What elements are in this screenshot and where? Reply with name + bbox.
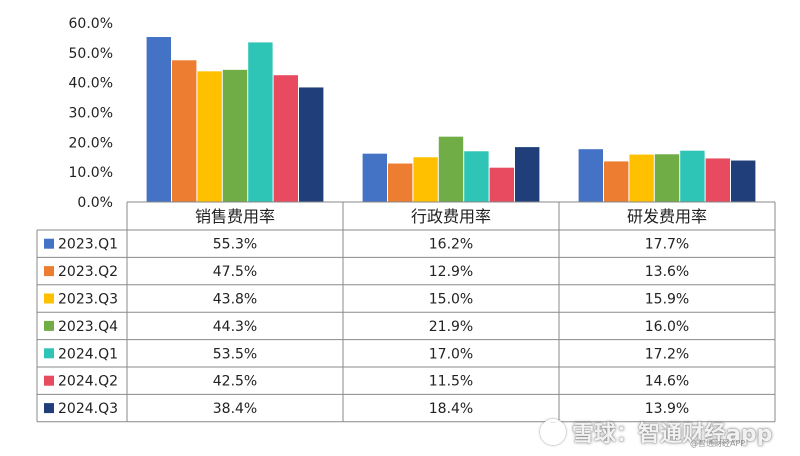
- bar: [464, 151, 489, 202]
- data-label: 13.9%: [645, 401, 689, 417]
- data-label: 43.8%: [213, 292, 257, 308]
- bar: [248, 42, 273, 203]
- data-label: 17.2%: [645, 346, 689, 362]
- watermark: 雪球：智通财经app: [540, 412, 795, 452]
- y-tick-label: 20.0%: [69, 135, 113, 151]
- y-tick-label: 60.0%: [69, 16, 113, 32]
- bar: [680, 150, 705, 202]
- y-tick-label: 40.0%: [69, 76, 113, 92]
- data-label: 55.3%: [213, 237, 257, 253]
- legend-label: 2024.Q1: [58, 346, 118, 362]
- data-label: 44.3%: [213, 319, 257, 335]
- legend-label: 2023.Q4: [58, 319, 118, 335]
- data-label: 38.4%: [213, 401, 257, 417]
- watermark-subtext: @智通财经APP: [690, 439, 746, 448]
- bar: [629, 154, 654, 202]
- data-label: 11.5%: [429, 374, 473, 390]
- bar: [731, 160, 756, 202]
- data-label: 16.0%: [645, 319, 689, 335]
- data-label: 53.5%: [213, 346, 257, 362]
- bar: [489, 167, 514, 202]
- bar: [222, 69, 248, 202]
- bar: [515, 147, 540, 202]
- data-label: 16.2%: [429, 237, 473, 253]
- legend-swatch: [44, 266, 54, 277]
- data-label: 15.9%: [645, 292, 689, 308]
- bar: [705, 158, 730, 202]
- bar: [438, 136, 464, 202]
- category-label: 研发费用率: [627, 207, 707, 226]
- legend-swatch: [44, 348, 54, 359]
- snowball-logo-icon: [540, 419, 566, 445]
- bar: [578, 149, 603, 202]
- data-label: 14.6%: [645, 374, 689, 390]
- data-label: 47.5%: [213, 264, 257, 280]
- legend-label: 2024.Q2: [58, 374, 118, 390]
- y-tick-label: 50.0%: [69, 46, 113, 62]
- bar: [388, 163, 413, 202]
- category-label: 行政费用率: [411, 207, 491, 226]
- bar: [172, 60, 197, 202]
- data-label: 17.7%: [645, 237, 689, 253]
- legend-swatch: [44, 320, 54, 331]
- legend-label: 2023.Q1: [58, 237, 118, 253]
- bar: [604, 161, 629, 202]
- data-label: 21.9%: [429, 319, 473, 335]
- data-label: 13.6%: [645, 264, 689, 280]
- data-label: 42.5%: [213, 374, 257, 390]
- legend-swatch: [44, 375, 54, 386]
- legend-label: 2024.Q3: [58, 401, 118, 417]
- bar: [413, 157, 438, 202]
- category-label: 销售费用率: [195, 207, 275, 226]
- bar: [146, 37, 171, 202]
- legend-swatch: [44, 293, 54, 304]
- y-tick-label: 10.0%: [69, 165, 113, 181]
- data-label: 15.0%: [429, 292, 473, 308]
- data-label: 12.9%: [429, 264, 473, 280]
- legend-swatch: [44, 238, 54, 249]
- y-tick-label: 0.0%: [77, 195, 113, 211]
- watermark-text: 雪球：智通财经app: [572, 422, 773, 447]
- bar: [654, 154, 680, 202]
- legend-swatch: [44, 403, 54, 414]
- bar: [273, 75, 298, 202]
- data-label: 17.0%: [429, 346, 473, 362]
- bar: [362, 153, 387, 202]
- y-tick-label: 30.0%: [69, 106, 113, 122]
- legend-label: 2023.Q2: [58, 264, 118, 280]
- data-label: 18.4%: [429, 401, 473, 417]
- legend-label: 2023.Q3: [58, 292, 118, 308]
- bar: [197, 71, 222, 202]
- bar: [299, 87, 324, 202]
